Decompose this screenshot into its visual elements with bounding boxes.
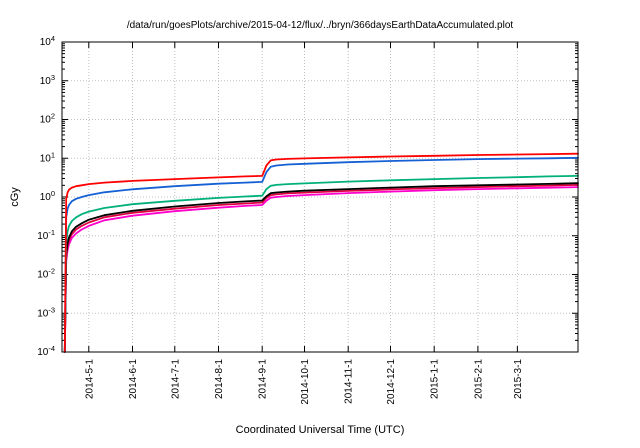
x-tick-label: 2014-12-1 [386, 359, 397, 405]
y-axis-label: cGy [9, 187, 21, 207]
x-tick-label: 2014-10-1 [300, 359, 311, 405]
plot-title: /data/run/goesPlots/archive/2015-04-12/f… [126, 20, 514, 31]
y-tick-label: 10-2 [37, 267, 55, 281]
series-green [63, 174, 579, 353]
tick-labels: 10-4 10-3 10-2 10-1 100 101 102 103 104 2014-5-1 2… [37, 34, 524, 405]
y-tick-label: 103 [40, 73, 55, 87]
x-tick-label: 2014-7-1 [170, 359, 181, 399]
x-tick-label: 2015-1-1 [430, 359, 441, 399]
series-magenta [63, 186, 579, 353]
y-tick-label: 101 [40, 150, 55, 164]
y-tick-label: 10-4 [37, 344, 55, 358]
x-tick-label: 2014-9-1 [258, 359, 269, 399]
y-tick-label: 104 [40, 34, 55, 48]
series-crimson [63, 183, 579, 353]
y-tick-label: 10-3 [37, 305, 55, 319]
y-tick-label: 10-1 [37, 228, 55, 242]
y-tick-label: 102 [40, 112, 55, 126]
x-tick-label: 2014-6-1 [128, 359, 139, 399]
series-red [63, 152, 579, 353]
x-tick-label: 2014-5-1 [84, 359, 95, 399]
series-blue [63, 156, 579, 353]
x-tick-label: 2015-2-1 [473, 359, 484, 399]
x-axis-label: Coordinated Universal Time (UTC) [235, 424, 405, 436]
series-black [63, 182, 579, 353]
grid-lines [62, 41, 578, 353]
series-lines [63, 152, 579, 353]
plot-frame [61, 41, 579, 353]
y-tick-label: 100 [40, 189, 55, 203]
x-tick-label: 2014-11-1 [344, 359, 355, 404]
x-tick-label: 2015-3-1 [513, 359, 524, 399]
x-tick-label: 2014-8-1 [214, 359, 225, 399]
